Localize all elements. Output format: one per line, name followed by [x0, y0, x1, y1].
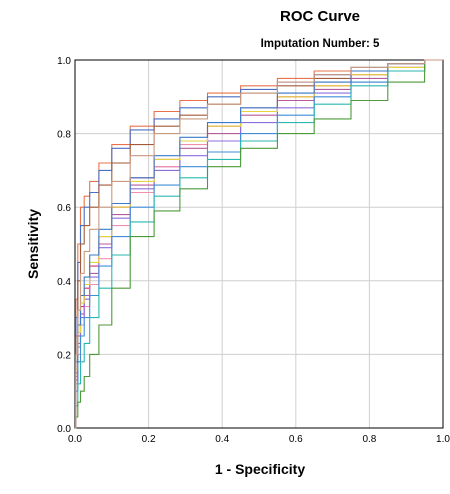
roc-series-10 [75, 59, 443, 429]
x-tick-label: 0.0 [68, 434, 82, 445]
y-tick-label: 0.2 [57, 350, 71, 361]
x-tick-label: 1.0 [436, 434, 450, 445]
roc-series-11 [75, 59, 443, 429]
y-tick-label: 0.8 [57, 130, 71, 141]
roc-series-13 [75, 59, 443, 429]
x-axis-label: 1 - Specificity [215, 461, 305, 477]
roc-series-12 [75, 59, 443, 429]
plot-frame [74, 59, 444, 429]
y-tick-label: 0.4 [57, 277, 71, 288]
x-tick-label: 0.4 [215, 434, 229, 445]
y-tick-label: 0.0 [57, 424, 71, 435]
x-tick-label: 0.2 [142, 434, 156, 445]
tick-labels: 0.0 0.2 0.4 0.6 0.8 1.0 0.0 0.2 0.4 0.6 0.8 1.0 [57, 56, 450, 445]
x-tick-label: 0.6 [289, 434, 303, 445]
y-axis-label: Sensitivity [25, 209, 41, 279]
y-tick-label: 0.6 [57, 203, 71, 214]
y-tick-label: 1.0 [57, 56, 71, 67]
series-group [75, 59, 443, 429]
chart-subtitle: Imputation Number: 5 [260, 38, 380, 50]
x-tick-label: 0.8 [362, 434, 376, 445]
chart-title: ROC Curve [279, 8, 361, 25]
